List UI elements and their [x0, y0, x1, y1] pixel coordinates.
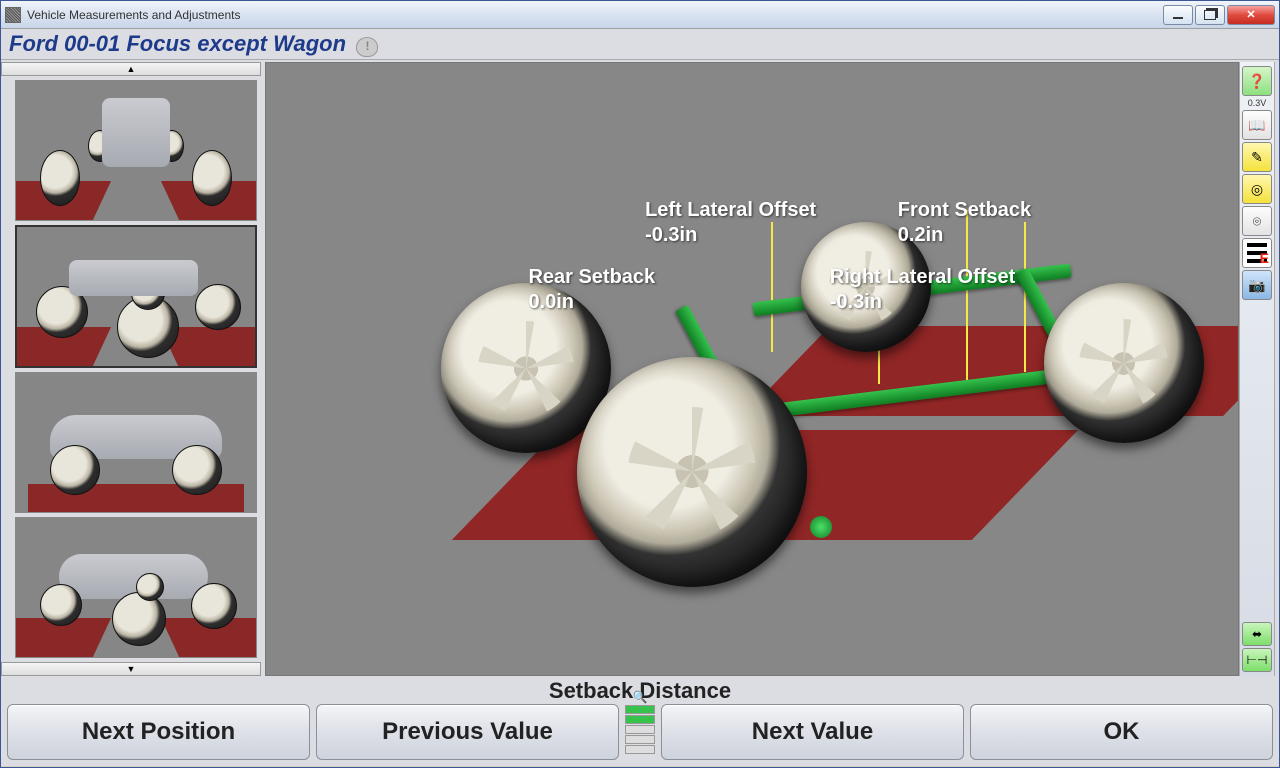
next-value-button[interactable]: Next Value [661, 704, 964, 760]
front-right-wheel [1044, 283, 1204, 443]
view-thumbnail-side[interactable] [15, 372, 257, 513]
left-lateral-offset-label: Left Lateral Offset -0.3in [645, 198, 816, 248]
main-viewport[interactable]: Left Lateral Offset -0.3in Front Setback… [265, 62, 1239, 676]
value-slider[interactable]: 🔍 [625, 690, 655, 760]
vehicle-name: Ford 00-01 Focus except Wagon [9, 31, 346, 57]
target-tool[interactable]: ⌾ [1242, 206, 1272, 236]
previous-value-button[interactable]: Previous Value [316, 704, 619, 760]
close-button[interactable] [1227, 5, 1275, 25]
axle-width-icon[interactable]: ⬌ [1242, 622, 1272, 646]
view-thumbnail-top[interactable] [15, 80, 257, 221]
front-setback-label: Front Setback 0.2in [898, 198, 1031, 248]
view-thumbnail-iso[interactable] [15, 225, 257, 368]
thumbnail-sidebar: ▲ [1, 62, 261, 676]
rear-setback-label: Rear Setback 0.0in [528, 265, 655, 315]
next-position-button[interactable]: Next Position [7, 704, 310, 760]
window-title: Vehicle Measurements and Adjustments [27, 8, 1163, 22]
magnifier-icon[interactable]: 🔍 [625, 690, 655, 704]
minimize-button[interactable] [1163, 5, 1193, 25]
right-lateral-offset-label: Right Lateral Offset -0.3in [830, 265, 1016, 315]
button-row: Next Position Previous Value 🔍 Next Valu… [1, 702, 1279, 766]
scroll-down-button[interactable]: ▼ [1, 662, 261, 676]
window-controls [1163, 5, 1275, 25]
front-left-wheel [577, 357, 807, 587]
sensor-tool[interactable]: 📷 [1242, 270, 1272, 300]
restore-button[interactable] [1195, 5, 1225, 25]
view-thumbnail-persp[interactable] [15, 517, 257, 658]
speed-tool[interactable] [1242, 238, 1272, 268]
titlebar: Vehicle Measurements and Adjustments [1, 1, 1279, 29]
vehicle-bar: Ford 00-01 Focus except Wagon [1, 29, 1279, 60]
voltage-badge: 0.3V [1248, 98, 1267, 108]
tool-yellow-1[interactable]: ✎ [1242, 142, 1272, 172]
right-toolbar: ❓ 0.3V 📖 ✎ ◎ ⌾ 📷 ⬌ ⊢⊣ [1239, 62, 1275, 676]
app-icon [5, 7, 21, 23]
steering-tool[interactable]: ◎ [1242, 174, 1272, 204]
axle-link-icon[interactable]: ⊢⊣ [1242, 648, 1272, 672]
tpms-icon[interactable] [356, 37, 378, 57]
help-button[interactable]: ❓ [1242, 66, 1272, 96]
ok-button[interactable]: OK [970, 704, 1273, 760]
thumbnail-list [1, 76, 261, 662]
manual-button[interactable]: 📖 [1242, 110, 1272, 140]
scroll-up-button[interactable]: ▲ [1, 62, 261, 76]
